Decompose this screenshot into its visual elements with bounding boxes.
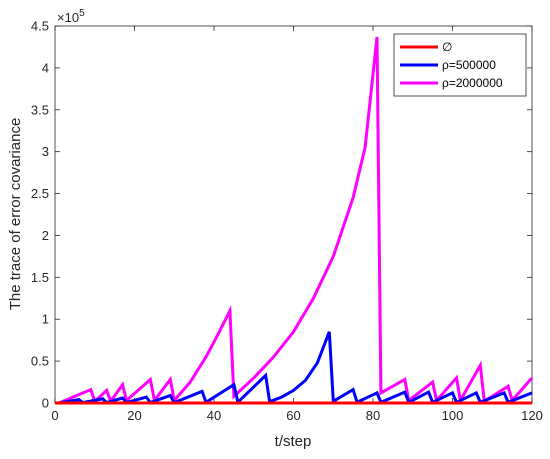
y-axis-ticks: 0 0.5 1 1.5 2 2.5 3 3.5 4 4.5 — [31, 19, 532, 411]
y-tick-label: 1.5 — [31, 270, 49, 285]
y-exponent-power: 5 — [79, 8, 85, 19]
y-tick-label: 2 — [42, 228, 49, 243]
y-exponent-label: ×105 — [57, 8, 85, 25]
x-tick-label: 80 — [366, 408, 380, 423]
legend: ∅ ρ=500000 ρ=2000000 — [393, 33, 527, 97]
x-axis-label: t/step — [275, 433, 312, 450]
y-tick-label: 3.5 — [31, 102, 49, 117]
y-tick-label: 0.5 — [31, 354, 49, 369]
x-tick-label: 120 — [521, 408, 543, 423]
y-exponent-base: ×10 — [57, 10, 79, 25]
x-tick-label: 60 — [286, 408, 300, 423]
x-tick-label: 100 — [442, 408, 464, 423]
y-tick-label: 4.5 — [31, 19, 49, 34]
y-tick-label: 4 — [42, 60, 49, 75]
legend-label-2: ρ=2000000 — [442, 76, 503, 90]
y-axis-label: The trace of error covariance — [7, 118, 24, 311]
y-tick-label: 0 — [42, 396, 49, 411]
legend-label-0: ∅ — [442, 40, 452, 54]
series-line-2 — [58, 36, 534, 405]
y-tick-label: 3 — [42, 144, 49, 159]
legend-label-1: ρ=500000 — [442, 58, 496, 72]
y-tick-label: 1 — [42, 312, 49, 327]
x-axis-ticks: 0 20 40 60 80 100 120 — [51, 26, 543, 423]
series-layer — [55, 36, 534, 406]
x-tick-label: 20 — [127, 408, 141, 423]
x-tick-label: 40 — [207, 408, 221, 423]
x-tick-label: 0 — [51, 408, 58, 423]
y-tick-label: 2.5 — [31, 186, 49, 201]
